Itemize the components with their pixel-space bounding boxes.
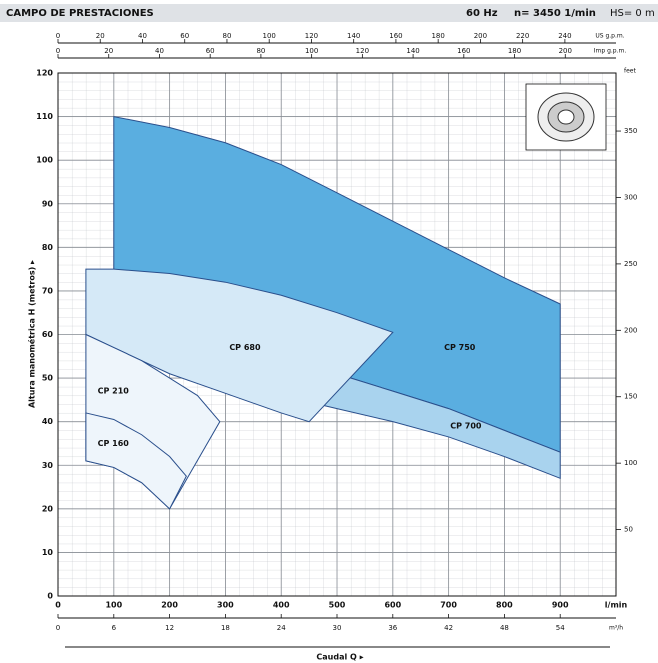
pump-image <box>526 84 606 150</box>
y-tick-label: 100 <box>36 156 53 165</box>
top-axis-label: US g.p.m. <box>595 33 624 40</box>
x-tick-label: 700 <box>440 601 457 610</box>
top-tick-label: 60 <box>180 32 189 40</box>
region-label: CP 210 <box>98 387 130 396</box>
y2-tick-label: 150 <box>624 393 637 401</box>
y2-tick-label: 50 <box>624 526 633 534</box>
y-tick-label: 50 <box>42 374 54 383</box>
bottom-tick-label: 54 <box>556 624 565 632</box>
top-tick-label: 80 <box>256 47 265 55</box>
bottom-axis-label: m³/h <box>609 625 623 632</box>
y2-tick-label: 100 <box>624 459 637 467</box>
top-tick-label: 180 <box>508 47 521 55</box>
x-tick-label: 300 <box>217 601 234 610</box>
top-axis-label: Imp g.p.m. <box>594 48 627 55</box>
bottom-tick-label: 18 <box>221 624 230 632</box>
y-tick-label: 120 <box>36 69 53 78</box>
y-tick-label: 80 <box>42 243 54 252</box>
chart-title: CAMPO DE PRESTACIONES <box>6 8 154 19</box>
y-axis-label: Altura manométrica H (metros) ▸ <box>27 260 37 408</box>
bottom-tick-label: 30 <box>333 624 342 632</box>
bottom-tick-label: 48 <box>500 624 509 632</box>
top-tick-label: 40 <box>138 32 147 40</box>
top-tick-label: 20 <box>104 47 113 55</box>
x-axis-label: Caudal Q ▸ <box>316 653 363 662</box>
top-tick-label: 220 <box>516 32 529 40</box>
top-tick-label: 0 <box>56 47 60 55</box>
top-tick-label: 240 <box>558 32 571 40</box>
y-tick-label: 60 <box>42 330 54 339</box>
top-tick-label: 100 <box>263 32 276 40</box>
y-tick-label: 90 <box>42 199 54 208</box>
y2-tick-label: 250 <box>624 260 637 268</box>
y-tick-label: 70 <box>42 286 54 295</box>
chart: CAMPO DE PRESTACIONES 60 Hz n= 3450 1/mi… <box>0 0 658 663</box>
x-tick-label: 0 <box>55 601 61 610</box>
y2-tick-label: 350 <box>624 127 637 135</box>
y-tick-label: 0 <box>47 592 53 601</box>
bottom-tick-label: 24 <box>277 624 286 632</box>
bottom-tick-label: 0 <box>56 624 60 632</box>
region-label: CP 680 <box>229 343 261 352</box>
subtitle: HS= 0 m <box>610 8 655 19</box>
y-tick-label: 10 <box>42 548 54 557</box>
top-tick-label: 0 <box>56 32 60 40</box>
bottom-tick-label: 42 <box>444 624 453 632</box>
top-tick-label: 140 <box>347 32 360 40</box>
x-tick-label: 600 <box>384 601 401 610</box>
bottom-tick-label: 12 <box>165 624 174 632</box>
subtitle: 60 Hz <box>466 8 498 19</box>
y-tick-label: 110 <box>36 112 53 121</box>
region-label: CP 750 <box>444 343 476 352</box>
top-tick-label: 60 <box>206 47 215 55</box>
top-tick-label: 200 <box>474 32 487 40</box>
x-tick-label: 900 <box>552 601 569 610</box>
bottom-tick-label: 36 <box>388 624 397 632</box>
top-tick-label: 100 <box>305 47 318 55</box>
y-tick-label: 40 <box>42 417 54 426</box>
x-tick-label: 400 <box>273 601 290 610</box>
x-tick-label: 500 <box>329 601 346 610</box>
x-tick-label: 800 <box>496 601 513 610</box>
y2-tick-label: 200 <box>624 326 637 334</box>
top-tick-label: 20 <box>96 32 105 40</box>
top-tick-label: 160 <box>457 47 470 55</box>
top-tick-label: 140 <box>406 47 419 55</box>
top-tick-label: 120 <box>305 32 318 40</box>
top-tick-label: 200 <box>559 47 572 55</box>
top-tick-label: 80 <box>223 32 232 40</box>
top-tick-label: 40 <box>155 47 164 55</box>
subtitle: n= 3450 1/min <box>514 8 596 19</box>
x-tick-label: 100 <box>105 601 122 610</box>
bottom-tick-label: 6 <box>112 624 117 632</box>
y2-axis-label: feet <box>624 68 636 75</box>
y-tick-label: 20 <box>42 504 54 513</box>
x-unit: l/min <box>605 601 628 610</box>
top-tick-label: 160 <box>389 32 402 40</box>
top-tick-label: 120 <box>356 47 369 55</box>
top-tick-label: 180 <box>431 32 444 40</box>
y2-tick-label: 300 <box>624 193 637 201</box>
region-label: CP 160 <box>98 439 130 448</box>
x-tick-label: 200 <box>161 601 178 610</box>
y-tick-label: 30 <box>42 461 54 470</box>
region-label: CP 700 <box>450 422 482 431</box>
